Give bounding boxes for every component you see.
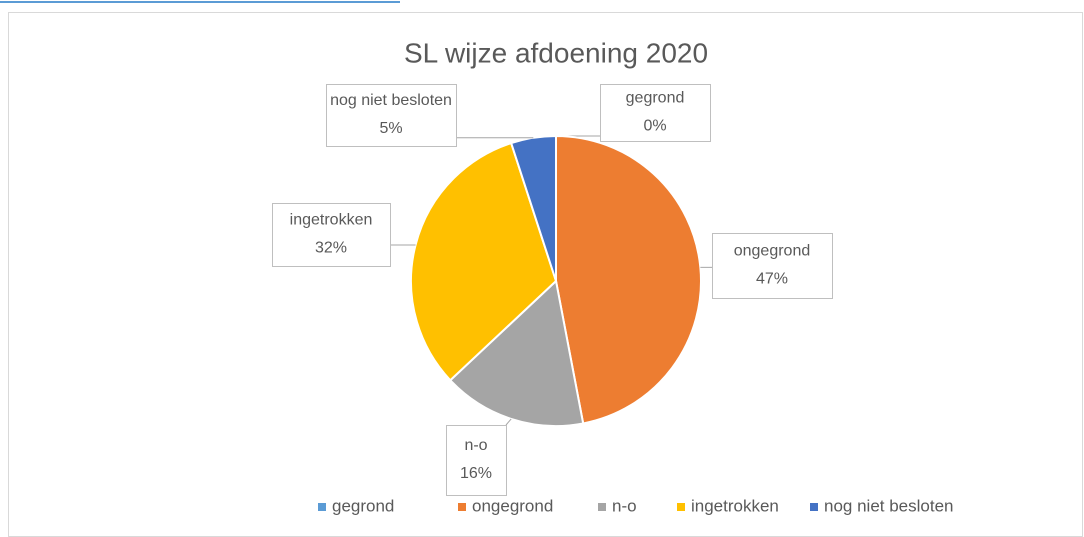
label-box xyxy=(712,233,833,299)
data-label-name: nog niet besloten xyxy=(330,92,452,109)
leader-line xyxy=(505,418,512,426)
pie-slice xyxy=(509,134,557,282)
data-label-name: n-o xyxy=(464,437,487,454)
data-label-value: 0% xyxy=(643,118,666,135)
data-label-value: 5% xyxy=(379,120,402,137)
legend-swatch xyxy=(318,503,326,511)
legend-label: ingetrokken xyxy=(691,496,779,515)
data-label-name: gegrond xyxy=(626,90,685,107)
legend-label: nog niet besloten xyxy=(824,496,954,515)
legend-swatch xyxy=(598,503,606,511)
chart-title: SL wijze afdoening 2020 xyxy=(404,37,708,68)
label-box xyxy=(600,84,711,142)
legend-swatch xyxy=(677,503,685,511)
label-box xyxy=(326,84,457,147)
data-label-value: 32% xyxy=(315,240,347,257)
legend-swatch xyxy=(458,503,466,511)
legend-label: ongegrond xyxy=(472,496,553,515)
data-label-name: ingetrokken xyxy=(290,212,373,229)
data-label-value: 16% xyxy=(460,465,492,482)
legend-label: gegrond xyxy=(332,496,394,515)
legend-swatch xyxy=(810,503,818,511)
label-box xyxy=(446,425,507,496)
legend-label: n-o xyxy=(612,496,637,515)
pie-slice xyxy=(448,279,585,427)
label-box xyxy=(272,203,391,267)
data-label-value: 47% xyxy=(756,271,788,288)
pie-slice xyxy=(410,141,558,382)
data-label-name: ongegrond xyxy=(734,243,811,260)
pie-slice xyxy=(555,134,702,425)
